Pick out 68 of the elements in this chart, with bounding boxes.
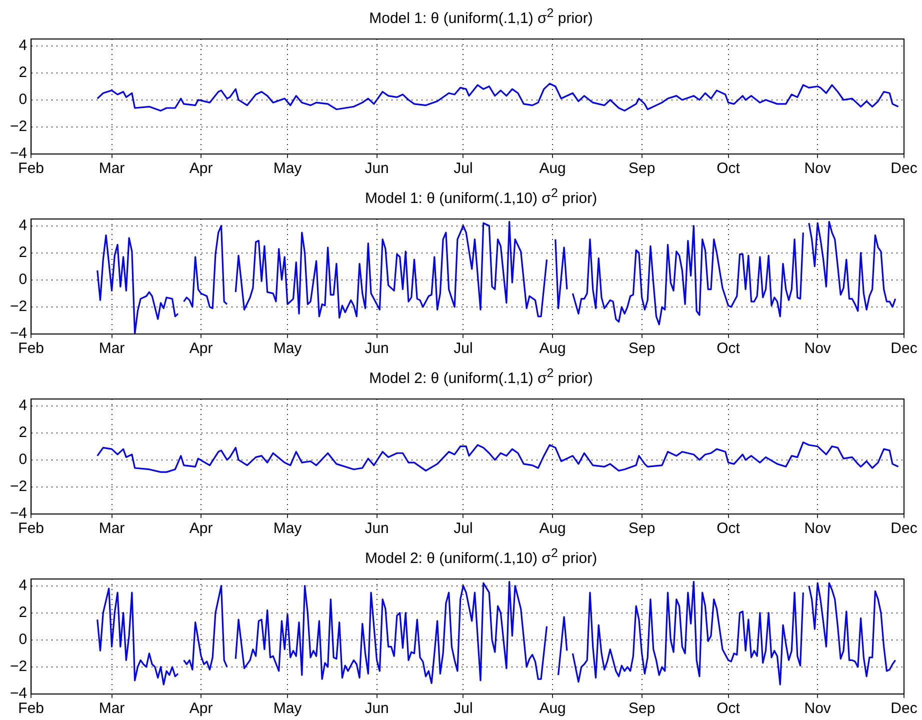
- chart-title: Model 1: θ (uniform(.1,10) σ$^{2}$ prior): [364, 185, 598, 207]
- y-tick-label: 4: [18, 36, 28, 54]
- x-tick-label: Apr: [189, 160, 213, 178]
- y-tick-label: 0: [18, 271, 28, 288]
- x-tick-label: Mar: [98, 700, 125, 718]
- x-tick-label: May: [273, 340, 302, 358]
- chart-title: Model 2: θ (uniform(.1,10) σ$^{2}$ prior): [364, 545, 598, 567]
- y-tick-label: 2: [18, 244, 28, 261]
- x-tick-label: Mar: [98, 340, 125, 358]
- x-tick-label: Aug: [539, 160, 566, 178]
- y-tick-label: −2: [10, 478, 28, 496]
- x-tick-label: Nov: [804, 700, 832, 718]
- x-tick-label: May: [273, 160, 302, 178]
- x-tick-label: May: [273, 520, 302, 538]
- x-tick-label: Jun: [364, 160, 389, 178]
- x-tick-label: Aug: [539, 520, 566, 538]
- x-tick-label: Sep: [628, 700, 656, 718]
- y-tick-label: −4: [10, 685, 28, 702]
- x-tick-label: Aug: [539, 340, 566, 358]
- y-tick-label: 4: [18, 576, 28, 594]
- y-tick-label: −4: [10, 145, 28, 162]
- x-tick-label: Dec: [890, 700, 918, 718]
- y-tick-label: −2: [10, 118, 28, 136]
- x-tick-label: Dec: [890, 160, 918, 178]
- x-tick-label: Sep: [628, 520, 656, 538]
- chart-title: Model 2: θ (uniform(.1,1) σ$^{2}$ prior): [368, 365, 594, 387]
- x-tick-label: Sep: [628, 340, 656, 358]
- x-tick-label: Feb: [18, 160, 44, 178]
- x-tick-label: Jun: [364, 340, 389, 358]
- x-tick-label: Sep: [628, 160, 656, 178]
- x-tick-label: Feb: [18, 700, 44, 718]
- y-tick-label: 2: [18, 64, 28, 81]
- x-tick-label: Nov: [804, 160, 832, 178]
- x-tick-label: Apr: [189, 340, 213, 358]
- x-tick-label: Jul: [454, 700, 473, 718]
- x-tick-label: Nov: [804, 340, 832, 358]
- y-tick-label: 2: [18, 424, 28, 441]
- x-tick-label: Oct: [716, 520, 741, 538]
- x-tick-label: Mar: [98, 520, 125, 538]
- x-tick-label: Dec: [890, 340, 918, 358]
- y-tick-label: 0: [18, 451, 28, 468]
- x-tick-label: Feb: [18, 520, 44, 538]
- y-tick-label: −2: [10, 298, 28, 316]
- x-tick-label: Aug: [539, 700, 566, 718]
- x-tick-label: Feb: [18, 340, 44, 358]
- x-tick-label: Oct: [716, 340, 741, 358]
- x-tick-label: Jun: [364, 520, 389, 538]
- y-tick-label: 4: [18, 216, 28, 234]
- x-tick-label: Jul: [454, 520, 473, 538]
- x-tick-label: Oct: [716, 160, 741, 178]
- y-tick-label: 4: [18, 396, 28, 414]
- y-tick-label: 0: [18, 91, 28, 108]
- x-tick-label: Jun: [364, 700, 389, 718]
- x-tick-label: Jul: [454, 340, 473, 358]
- y-tick-label: 2: [18, 604, 28, 621]
- x-tick-label: Apr: [189, 520, 213, 538]
- chart-title: Model 1: θ (uniform(.1,1) σ$^{2}$ prior): [368, 5, 594, 27]
- x-tick-label: Nov: [804, 520, 832, 538]
- x-tick-label: Jul: [454, 160, 473, 178]
- y-tick-label: 0: [18, 631, 28, 648]
- x-tick-label: May: [273, 700, 302, 718]
- x-tick-label: Apr: [189, 700, 213, 718]
- x-tick-label: Mar: [98, 160, 125, 178]
- y-tick-label: −4: [10, 505, 28, 522]
- x-tick-label: Oct: [716, 700, 741, 718]
- y-tick-label: −2: [10, 658, 28, 676]
- y-tick-label: −4: [10, 325, 28, 342]
- x-tick-label: Dec: [890, 520, 918, 538]
